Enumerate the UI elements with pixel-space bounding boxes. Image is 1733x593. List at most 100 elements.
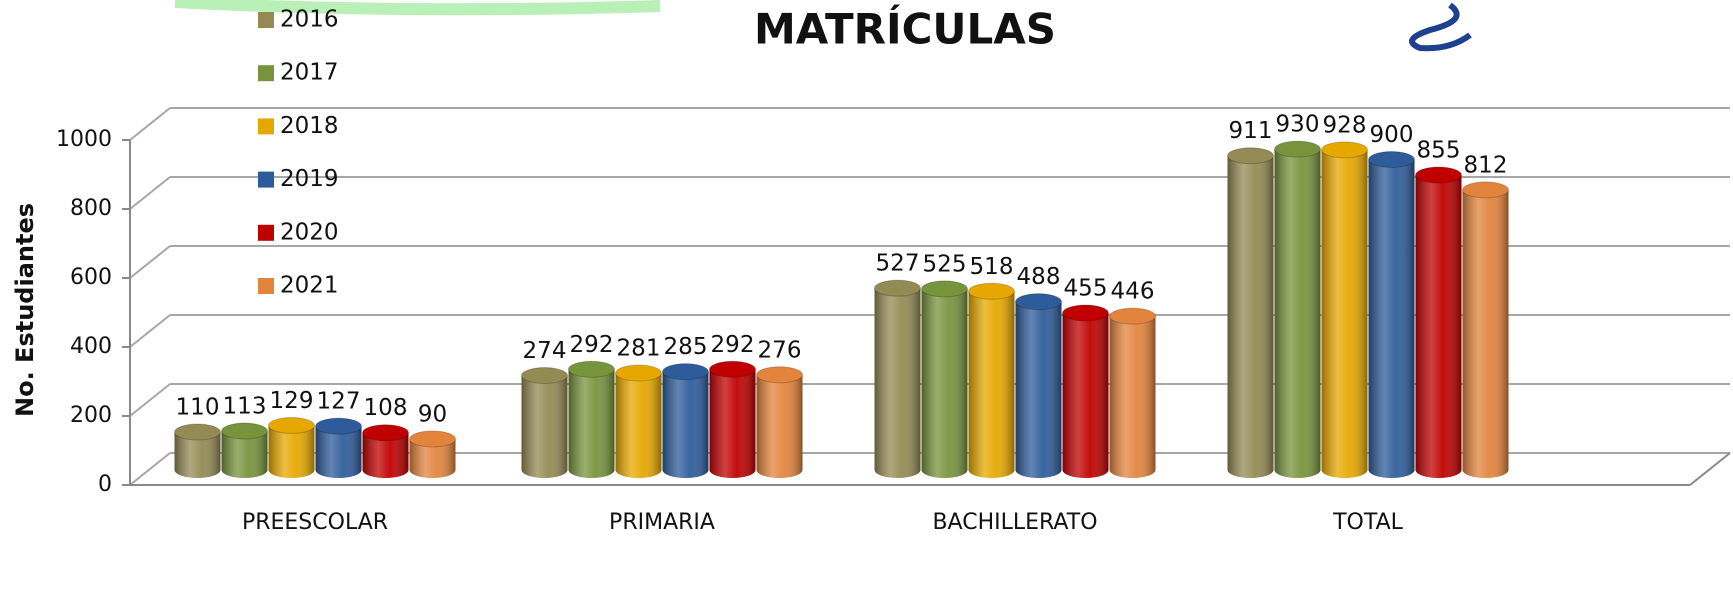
value-label: 110: [176, 395, 220, 421]
bar-shade: [709, 369, 756, 470]
bar-top: [521, 366, 568, 384]
value-label: 285: [664, 334, 708, 360]
x-tick-label: PRIMARIA: [609, 510, 715, 535]
bar-top: [409, 430, 456, 448]
legend-label: 2019: [280, 166, 339, 192]
bar-top: [362, 424, 409, 442]
bar-shade: [1368, 159, 1415, 470]
legend-swatch: [258, 224, 274, 241]
bar-shade: [615, 373, 662, 470]
y-tick-label: 800: [70, 196, 112, 221]
legend-swatch: [258, 12, 274, 28]
value-label: 446: [1111, 279, 1155, 305]
bar-top: [268, 416, 315, 434]
bar-shade: [1321, 149, 1368, 470]
legend-label: 2020: [280, 219, 339, 245]
decoration: [1409, 2, 1472, 52]
bar-top: [968, 282, 1015, 300]
value-label: 928: [1323, 112, 1367, 138]
bar-top: [921, 280, 968, 298]
bar-shade: [1109, 316, 1156, 470]
grid-line: [129, 245, 171, 279]
legend-swatch: [258, 118, 274, 135]
value-label: 488: [1017, 264, 1061, 290]
bar-top: [1227, 147, 1274, 165]
legend-label: 2018: [280, 113, 339, 139]
value-label: 113: [223, 394, 267, 420]
chart-title: MATRÍCULAS: [754, 4, 1056, 54]
legend-swatch: [258, 171, 274, 188]
value-label: 900: [1370, 122, 1414, 148]
bar-top: [1368, 151, 1415, 168]
y-tick-label: 600: [70, 265, 112, 290]
value-label: 855: [1417, 138, 1461, 164]
y-tick-label: 200: [70, 403, 112, 428]
legend-label: 2016: [280, 7, 339, 33]
y-tick-label: 0: [98, 472, 112, 497]
bar-top: [315, 417, 362, 435]
legend-swatch: [258, 278, 274, 294]
floor-edge: [1689, 452, 1731, 486]
decoration: [174, 0, 661, 16]
bar-shade: [662, 371, 709, 470]
grid-line: [129, 452, 171, 486]
bar-shade: [756, 374, 803, 470]
bar-shade: [521, 375, 568, 470]
bar-top: [568, 360, 615, 378]
bar-top: [221, 422, 268, 440]
value-label: 274: [523, 338, 567, 364]
bar-top: [615, 364, 662, 382]
legend-label: 2017: [280, 60, 339, 86]
value-label: 525: [923, 251, 967, 277]
legend-label: 2021: [280, 273, 339, 299]
bar-top: [874, 279, 921, 297]
value-label: 276: [758, 337, 802, 363]
bar-shade: [568, 369, 615, 470]
bar-top: [756, 366, 803, 384]
bar-shade: [1015, 301, 1062, 470]
value-label: 90: [418, 401, 447, 427]
bar-top: [662, 363, 709, 381]
bar-shade: [1462, 189, 1509, 471]
value-label: 129: [270, 388, 314, 414]
bar-top: [1415, 166, 1462, 184]
x-tick-label: TOTAL: [1332, 510, 1404, 535]
value-label: 281: [617, 336, 661, 362]
bar-top: [709, 360, 756, 378]
bar-top: [1321, 141, 1368, 159]
value-label: 911: [1229, 118, 1273, 144]
value-label: 518: [970, 254, 1014, 280]
bar-shade: [1062, 313, 1109, 470]
legend-swatch: [258, 65, 274, 82]
value-label: 527: [876, 251, 920, 277]
bar-top: [1462, 181, 1509, 199]
bar-shade: [921, 288, 968, 470]
bar-top: [1109, 307, 1156, 325]
bar-shade: [874, 288, 921, 470]
y-tick-label: 1000: [56, 127, 112, 152]
bar-shade: [968, 291, 1015, 470]
bar-top: [174, 423, 221, 441]
bar-shade: [1274, 149, 1321, 470]
grid-line: [129, 176, 171, 210]
grid-line: [129, 107, 171, 141]
value-label: 127: [317, 389, 361, 415]
bar-top: [1062, 304, 1109, 322]
bar-top: [1015, 293, 1062, 311]
x-tick-label: BACHILLERATO: [932, 510, 1097, 535]
value-label: 292: [711, 332, 755, 358]
grid-line: [129, 314, 171, 348]
value-label: 108: [364, 395, 408, 421]
value-label: 930: [1276, 112, 1320, 138]
value-label: 812: [1464, 152, 1508, 178]
value-label: 292: [570, 332, 614, 358]
value-label: 455: [1064, 276, 1108, 302]
bar-shade: [1227, 155, 1274, 470]
bar-top: [1274, 140, 1321, 158]
y-tick-label: 400: [70, 334, 112, 359]
y-axis-label: No. Estudiantes: [11, 203, 39, 417]
bar-shade: [1415, 175, 1462, 470]
x-tick-label: PREESCOLAR: [242, 510, 388, 535]
grid-line: [129, 383, 171, 417]
